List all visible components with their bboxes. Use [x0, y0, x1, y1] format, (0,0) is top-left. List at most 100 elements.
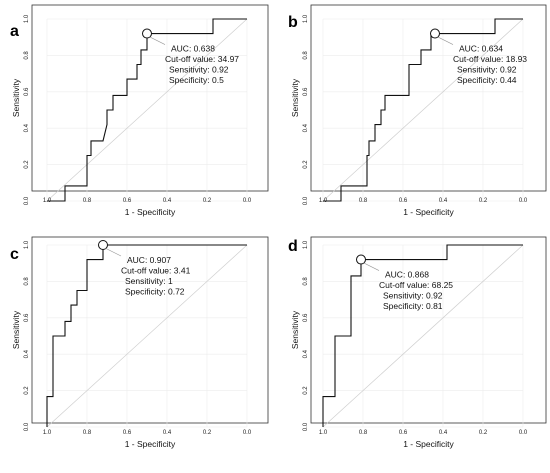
y-tick-label: 0.6 [303, 87, 309, 96]
y-tick-label: 0.0 [24, 422, 30, 431]
annotation-leader [104, 247, 122, 257]
plot-frame [31, 236, 269, 424]
annotation-sensitivity: Sensitivity: 1 [125, 276, 173, 286]
roc-curve [323, 18, 523, 202]
x-axis-title: 1 - Specificity [403, 439, 454, 449]
roc-curve [46, 244, 247, 427]
x-axis-title: 1 - Specificity [403, 207, 454, 217]
roc-curve [322, 244, 523, 427]
y-tick-label: 0.4 [303, 123, 309, 132]
x-tick-label: 0.8 [83, 198, 92, 204]
x-tick-label: 0.4 [163, 430, 172, 436]
y-tick-label: 0.0 [303, 196, 309, 205]
reference-diagonal [46, 244, 248, 428]
x-tick-label: 0.8 [359, 430, 368, 436]
y-tick-label: 0.2 [303, 386, 309, 395]
y-tick-label: 0.2 [24, 160, 30, 169]
annotation-cutoff: Cut-off value: 3.41 [121, 266, 191, 276]
y-tick-label: 1.0 [303, 240, 309, 249]
x-tick-label: 0.4 [439, 198, 448, 204]
x-tick-label: 0.4 [439, 430, 448, 436]
annotation-cutoff: Cut-off value: 68.25 [379, 280, 453, 290]
roc-curve [47, 18, 247, 202]
annotation-leader [362, 262, 380, 271]
x-tick-label: 0.2 [479, 198, 488, 204]
plot-frame [31, 4, 269, 192]
y-tick-label: 0.6 [24, 313, 30, 322]
y-tick-label: 0.4 [24, 123, 30, 132]
x-tick-label: 1.0 [319, 430, 328, 436]
plot-frame [310, 236, 547, 424]
y-axis-title: Sensitivity [11, 310, 21, 349]
annotation-leader [148, 36, 166, 45]
panel-label: b [288, 14, 298, 31]
y-tick-label: 0.4 [24, 349, 30, 358]
y-axis-title: Sensitivity [11, 78, 21, 117]
y-axis-title: Sensitivity [290, 78, 300, 117]
y-tick-label: 0.8 [303, 277, 309, 286]
annotation-specificity: Specificity: 0.5 [169, 75, 224, 85]
x-tick-label: 0.2 [479, 430, 488, 436]
y-tick-label: 1.0 [303, 14, 309, 23]
reference-diagonal [46, 18, 248, 202]
annotation-sensitivity: Sensitivity: 0.92 [383, 291, 443, 301]
x-tick-label: 0.0 [243, 430, 252, 436]
panel-label: c [10, 246, 19, 263]
x-tick-label: 0.2 [203, 430, 212, 436]
annotation-auc: AUC: 0.907 [127, 255, 171, 265]
plot-frame [310, 4, 547, 192]
cutoff-point-marker [98, 240, 108, 250]
cutoff-point-marker [430, 28, 440, 39]
x-tick-label: 0.8 [83, 430, 92, 436]
annotation-sensitivity: Sensitivity: 0.92 [457, 65, 517, 75]
x-tick-label: 1.0 [43, 430, 52, 436]
x-tick-label: 0.6 [123, 430, 132, 436]
cutoff-point-marker [356, 254, 366, 265]
annotation-cutoff: Cut-off value: 18.93 [453, 54, 527, 64]
y-tick-label: 0.2 [303, 160, 309, 169]
y-tick-label: 0.0 [303, 422, 309, 431]
y-tick-label: 0.6 [24, 87, 30, 96]
x-tick-label: 0.0 [243, 198, 252, 204]
y-axis-title: Sensitivity [290, 310, 300, 349]
x-tick-label: 0.6 [399, 430, 408, 436]
x-tick-label: 0.0 [519, 198, 528, 204]
annotation-auc: AUC: 0.868 [385, 270, 429, 280]
x-tick-label: 0.6 [399, 198, 408, 204]
panel-label: a [10, 23, 19, 40]
y-tick-label: 0.2 [24, 386, 30, 395]
cutoff-point-marker [142, 28, 152, 39]
annotation-auc: AUC: 0.638 [171, 44, 215, 54]
annotation-specificity: Specificity: 0.44 [457, 75, 517, 85]
y-tick-label: 0.4 [303, 349, 309, 358]
x-tick-label: 0.0 [519, 430, 528, 436]
annotation-auc: AUC: 0.634 [459, 44, 503, 54]
annotation-leader [436, 36, 454, 45]
y-tick-label: 0.0 [24, 196, 30, 205]
x-tick-label: 1.0 [43, 198, 52, 204]
annotation-sensitivity: Sensitivity: 0.92 [169, 65, 229, 75]
y-tick-label: 0.8 [24, 277, 30, 286]
y-tick-label: 1.0 [24, 240, 30, 249]
annotation-specificity: Specificity: 0.81 [383, 301, 443, 311]
reference-diagonal [322, 18, 524, 202]
x-tick-label: 0.8 [359, 198, 368, 204]
x-axis-title: 1 - Specificity [125, 207, 176, 217]
x-tick-label: 0.4 [163, 198, 172, 204]
x-tick-label: 1.0 [319, 198, 328, 204]
x-tick-label: 0.2 [203, 198, 212, 204]
annotation-specificity: Specificity: 0.72 [125, 287, 185, 297]
panel-label: d [288, 238, 298, 255]
reference-diagonal [322, 244, 524, 428]
y-tick-label: 0.6 [303, 313, 309, 322]
x-axis-title: 1 - Specificity [125, 439, 176, 449]
y-tick-label: 1.0 [24, 14, 30, 23]
x-tick-label: 0.6 [123, 198, 132, 204]
y-tick-label: 0.8 [303, 51, 309, 60]
annotation-cutoff: Cut-off value: 34.97 [165, 54, 239, 64]
